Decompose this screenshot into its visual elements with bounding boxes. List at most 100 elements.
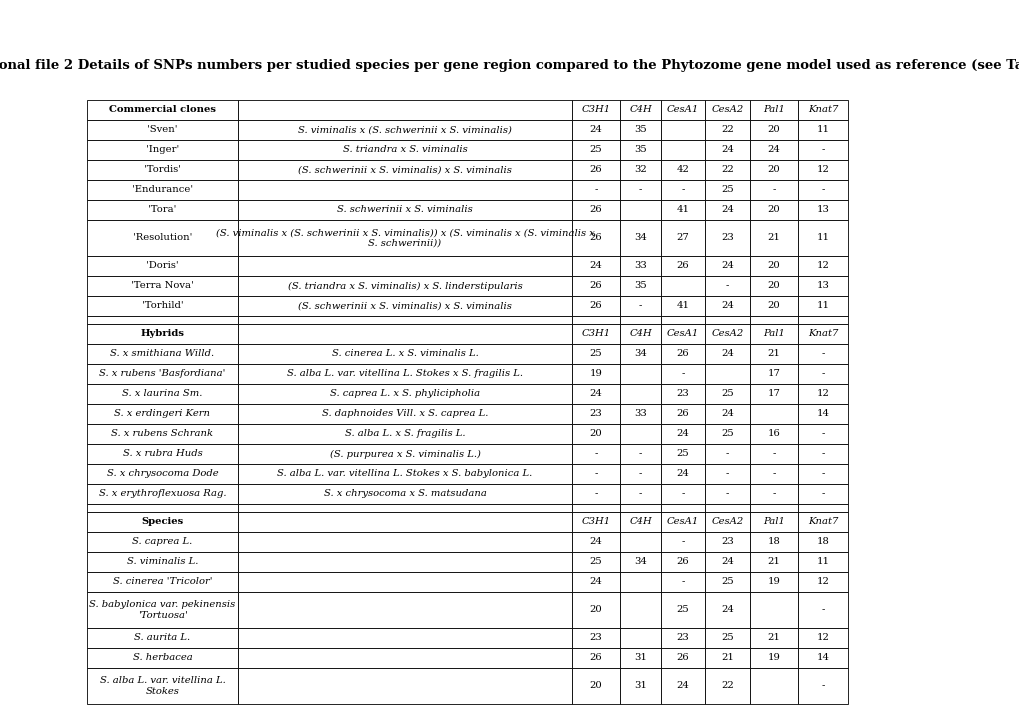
Bar [704, 276, 749, 296]
Text: 19: 19 [589, 369, 602, 379]
Bar [87, 532, 237, 552]
Bar [660, 276, 704, 296]
Bar [660, 140, 704, 160]
Text: 41: 41 [676, 205, 689, 215]
Text: 26: 26 [676, 654, 689, 662]
Bar [620, 316, 660, 324]
Bar [620, 220, 660, 256]
Text: 19: 19 [767, 654, 780, 662]
Bar [704, 572, 749, 592]
Bar [704, 648, 749, 668]
Bar [87, 256, 237, 276]
Bar [87, 316, 237, 324]
Bar [572, 384, 620, 404]
Text: CesA1: CesA1 [666, 518, 698, 526]
Text: -: - [681, 577, 684, 587]
Bar [87, 324, 237, 344]
Text: -: - [820, 490, 824, 498]
Bar [749, 364, 797, 384]
Bar [237, 160, 572, 180]
Text: 20: 20 [767, 125, 780, 135]
Bar [237, 424, 572, 444]
Text: CesA2: CesA2 [710, 106, 743, 114]
Text: 24: 24 [676, 430, 689, 438]
Bar [704, 364, 749, 384]
Bar [704, 444, 749, 464]
Bar [704, 464, 749, 484]
Text: 25: 25 [589, 557, 602, 567]
Text: 24: 24 [676, 682, 689, 690]
Bar [749, 256, 797, 276]
Text: 21: 21 [767, 634, 780, 642]
Text: 14: 14 [815, 654, 828, 662]
Text: 31: 31 [634, 654, 646, 662]
Text: 22: 22 [720, 125, 733, 135]
Bar [87, 512, 237, 532]
Text: 26: 26 [589, 233, 602, 243]
Text: -: - [594, 186, 597, 194]
Bar [572, 404, 620, 424]
Bar [572, 344, 620, 364]
Text: CesA1: CesA1 [666, 106, 698, 114]
Text: 'Tora': 'Tora' [148, 205, 176, 215]
Text: -: - [820, 349, 824, 359]
Bar [797, 296, 847, 316]
Bar [704, 628, 749, 648]
Text: 20: 20 [589, 606, 602, 614]
Bar [87, 220, 237, 256]
Bar [572, 504, 620, 512]
Text: 25: 25 [720, 430, 733, 438]
Bar [797, 100, 847, 120]
Text: C3H1: C3H1 [581, 106, 610, 114]
Bar [704, 316, 749, 324]
Bar [87, 424, 237, 444]
Bar [572, 628, 620, 648]
Text: S. viminalis L.: S. viminalis L. [126, 557, 198, 567]
Bar [237, 220, 572, 256]
Text: S. x rubens 'Basfordiana': S. x rubens 'Basfordiana' [99, 369, 225, 379]
Bar [237, 484, 572, 504]
Text: 23: 23 [720, 233, 733, 243]
Text: 24: 24 [767, 145, 780, 155]
Text: 35: 35 [634, 145, 646, 155]
Bar [749, 344, 797, 364]
Bar [749, 276, 797, 296]
Text: -: - [726, 282, 729, 290]
Bar [572, 140, 620, 160]
Bar [704, 404, 749, 424]
Bar [749, 592, 797, 628]
Text: CesA2: CesA2 [710, 330, 743, 338]
Bar [797, 200, 847, 220]
Text: 13: 13 [816, 205, 828, 215]
Text: 12: 12 [816, 390, 828, 398]
Text: 20: 20 [589, 430, 602, 438]
Text: 24: 24 [720, 349, 734, 359]
Bar [660, 504, 704, 512]
Bar [572, 648, 620, 668]
Text: 26: 26 [676, 410, 689, 418]
Text: 35: 35 [634, 125, 646, 135]
Bar [660, 100, 704, 120]
Bar [572, 532, 620, 552]
Text: -: - [771, 490, 774, 498]
Bar [704, 200, 749, 220]
Bar [572, 180, 620, 200]
Text: 34: 34 [634, 349, 646, 359]
Bar [660, 200, 704, 220]
Bar [87, 572, 237, 592]
Bar [797, 504, 847, 512]
Text: 'Resolution': 'Resolution' [132, 233, 192, 243]
Text: -: - [820, 186, 824, 194]
Text: -: - [681, 538, 684, 546]
Text: -: - [820, 469, 824, 479]
Text: 12: 12 [816, 166, 828, 174]
Text: 33: 33 [634, 261, 646, 271]
Text: 19: 19 [767, 577, 780, 587]
Bar [749, 552, 797, 572]
Bar [620, 648, 660, 668]
Bar [749, 140, 797, 160]
Bar [237, 276, 572, 296]
Bar [620, 296, 660, 316]
Text: S. alba L. var. vitellina L.
Stokes: S. alba L. var. vitellina L. Stokes [100, 676, 225, 696]
Text: 20: 20 [767, 166, 780, 174]
